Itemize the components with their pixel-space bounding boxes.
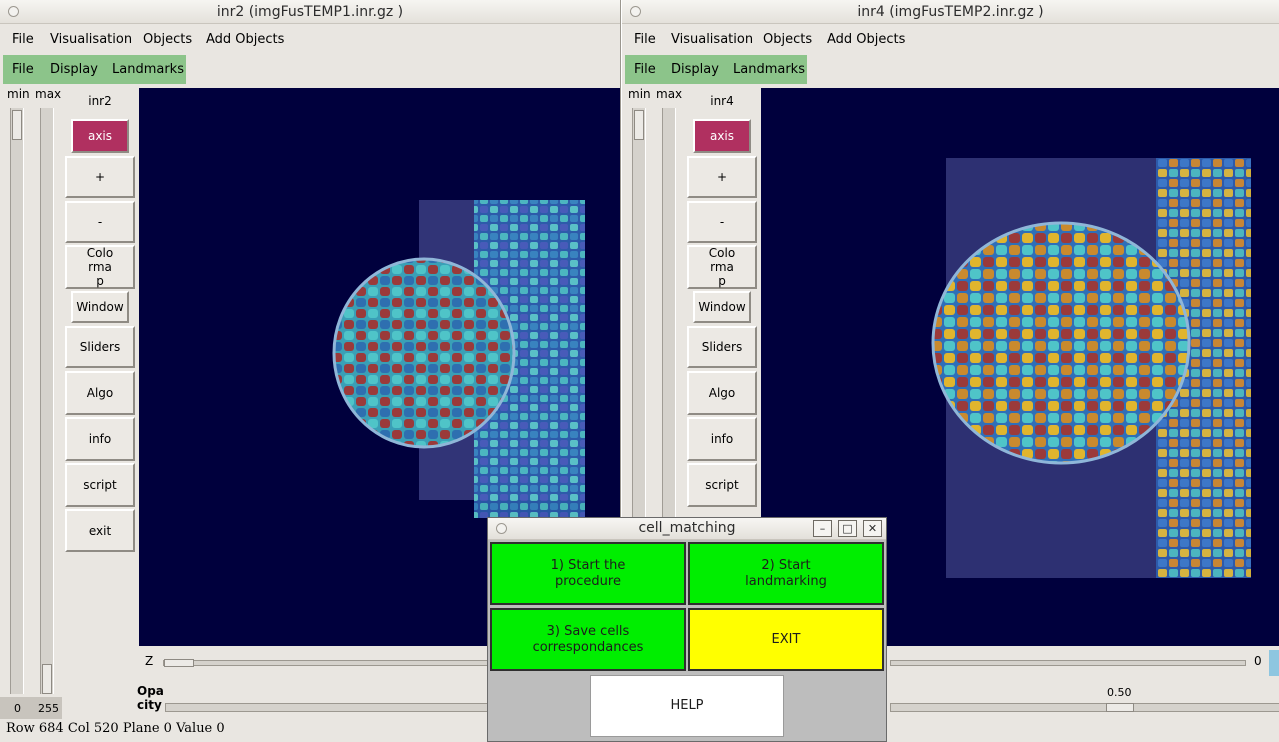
window-title: inr2 (imgFusTEMP1.inr.gz ) bbox=[216, 4, 404, 20]
cell-matching-dialog: cell_matching – □ ✕ 1) Start the procedu… bbox=[487, 517, 887, 742]
min-slider[interactable] bbox=[632, 108, 646, 528]
window-button[interactable]: Window bbox=[71, 291, 129, 323]
segmented-tissue-image bbox=[931, 158, 1251, 578]
max-value: 255 bbox=[38, 702, 59, 715]
axis-button[interactable]: axis bbox=[71, 119, 129, 153]
submenu-landmarks[interactable]: Landmarks bbox=[733, 62, 805, 77]
max-slider[interactable] bbox=[662, 108, 676, 528]
zoom-in-button[interactable]: + bbox=[65, 156, 135, 198]
min-slider[interactable] bbox=[10, 108, 24, 694]
exit-button[interactable]: exit bbox=[65, 509, 135, 552]
min-label: min bbox=[628, 87, 651, 101]
start-landmarking-button[interactable]: 2) Start landmarking bbox=[688, 542, 884, 605]
segmented-tissue-image bbox=[332, 200, 585, 518]
max-label: max bbox=[656, 87, 683, 101]
menu-objects[interactable]: Objects bbox=[763, 32, 813, 47]
viewer-window-inr2: inr2 (imgFusTEMP1.inr.gz ) File Visualis… bbox=[0, 0, 621, 742]
menubar: File Visualisation Objects Add Objects bbox=[622, 26, 1279, 53]
min-label: min bbox=[7, 87, 30, 101]
submenu-display[interactable]: Display bbox=[671, 62, 719, 77]
script-button[interactable]: script bbox=[65, 463, 135, 507]
window-menu-circle-icon[interactable] bbox=[496, 523, 507, 534]
exit-button[interactable]: EXIT bbox=[688, 608, 884, 671]
submenu-landmarks[interactable]: Landmarks bbox=[112, 62, 184, 77]
window-titlebar[interactable]: inr4 (imgFusTEMP2.inr.gz ) bbox=[622, 0, 1279, 24]
opacity-slider[interactable] bbox=[890, 703, 1279, 712]
algo-button[interactable]: Algo bbox=[687, 371, 757, 415]
window-titlebar[interactable]: inr2 (imgFusTEMP1.inr.gz ) bbox=[0, 0, 620, 24]
zoom-in-button[interactable]: + bbox=[687, 156, 757, 198]
start-procedure-button[interactable]: 1) Start the procedure bbox=[490, 542, 686, 605]
tool-panel: inr2 axis + - Colo rma p Window Sliders … bbox=[63, 88, 137, 647]
zoom-out-button[interactable]: - bbox=[687, 201, 757, 243]
window-title: inr4 (imgFusTEMP2.inr.gz ) bbox=[857, 4, 1044, 20]
sliders-button[interactable]: Sliders bbox=[687, 326, 757, 368]
menu-objects[interactable]: Objects bbox=[143, 32, 193, 47]
window-menu-circle-icon[interactable] bbox=[8, 6, 19, 17]
submenu-bar: File Display Landmarks bbox=[3, 55, 186, 84]
z-slider[interactable] bbox=[163, 659, 493, 667]
colormap-button[interactable]: Colo rma p bbox=[65, 245, 135, 289]
submenu-display[interactable]: Display bbox=[50, 62, 98, 77]
panel-label: inr2 bbox=[88, 94, 112, 108]
help-button[interactable]: HELP bbox=[590, 675, 784, 737]
z-value: 0 bbox=[1254, 654, 1262, 668]
menubar: File Visualisation Objects Add Objects bbox=[0, 26, 620, 53]
opacity-slider-thumb[interactable] bbox=[1106, 703, 1134, 712]
max-value-box bbox=[34, 697, 62, 719]
maximize-icon[interactable]: □ bbox=[838, 520, 857, 537]
axis-button[interactable]: axis bbox=[693, 119, 751, 153]
menu-add-objects[interactable]: Add Objects bbox=[827, 32, 906, 47]
script-button[interactable]: script bbox=[687, 463, 757, 507]
opacity-label: Opa city bbox=[137, 684, 164, 712]
status-bar: Row 684 Col 520 Plane 0 Value 0 bbox=[6, 721, 225, 736]
info-button[interactable]: info bbox=[687, 417, 757, 461]
menu-visualisation[interactable]: Visualisation bbox=[671, 32, 754, 47]
close-icon[interactable]: ✕ bbox=[863, 520, 882, 537]
colormap-button[interactable]: Colo rma p bbox=[687, 245, 757, 289]
max-slider[interactable] bbox=[40, 108, 54, 694]
submenu-file[interactable]: File bbox=[12, 62, 34, 77]
min-value-box bbox=[0, 697, 34, 719]
menu-visualisation[interactable]: Visualisation bbox=[50, 32, 133, 47]
minimize-icon[interactable]: – bbox=[813, 520, 832, 537]
cell-dome-region bbox=[931, 221, 1191, 465]
dialog-title: cell_matching bbox=[638, 520, 736, 536]
window-button[interactable]: Window bbox=[693, 291, 751, 323]
min-value: 0 bbox=[14, 702, 21, 715]
dialog-titlebar[interactable]: cell_matching – □ ✕ bbox=[488, 518, 886, 540]
min-slider-thumb[interactable] bbox=[12, 110, 22, 140]
menu-file[interactable]: File bbox=[12, 32, 34, 47]
z-slider-thumb[interactable] bbox=[164, 659, 194, 667]
opacity-value: 0.50 bbox=[1107, 686, 1132, 699]
min-slider-thumb[interactable] bbox=[634, 110, 644, 140]
info-button[interactable]: info bbox=[65, 417, 135, 461]
z-slider[interactable] bbox=[890, 660, 1246, 666]
z-label: Z bbox=[145, 654, 154, 668]
tool-panel: inr4 axis + - Colo rma p Window Sliders … bbox=[685, 88, 759, 647]
submenu-bar: File Display Landmarks bbox=[625, 55, 807, 84]
submenu-file[interactable]: File bbox=[634, 62, 656, 77]
max-label: max bbox=[35, 87, 62, 101]
opacity-slider[interactable] bbox=[165, 703, 490, 712]
sliders-button[interactable]: Sliders bbox=[65, 326, 135, 368]
menu-file[interactable]: File bbox=[634, 32, 656, 47]
window-menu-circle-icon[interactable] bbox=[630, 6, 641, 17]
cell-dome-region bbox=[332, 257, 516, 449]
algo-button[interactable]: Algo bbox=[65, 371, 135, 415]
image-viewer-canvas[interactable] bbox=[139, 88, 620, 646]
zoom-out-button[interactable]: - bbox=[65, 201, 135, 243]
panel-label: inr4 bbox=[710, 94, 734, 108]
background-window-edge bbox=[1269, 650, 1279, 676]
save-correspondances-button[interactable]: 3) Save cells correspondances bbox=[490, 608, 686, 671]
max-slider-thumb[interactable] bbox=[42, 664, 52, 694]
menu-add-objects[interactable]: Add Objects bbox=[206, 32, 285, 47]
